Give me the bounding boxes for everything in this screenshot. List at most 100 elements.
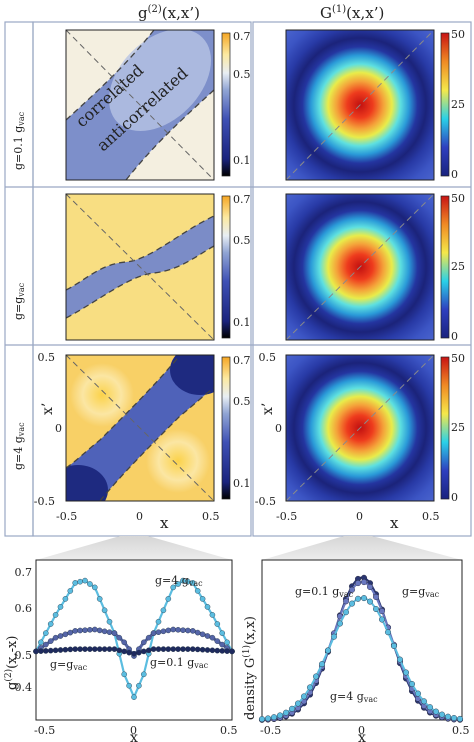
density-point — [343, 598, 350, 605]
density-point — [265, 715, 272, 722]
g1-cb3-tick-mid: 25 — [451, 421, 465, 434]
density-point — [361, 595, 368, 602]
g2-cut-point — [160, 607, 167, 614]
density-point — [361, 579, 368, 586]
g2-cut-point — [52, 612, 59, 618]
g2-cut-point — [82, 646, 88, 652]
g2-cb1-tick-top: 0.7 — [233, 30, 251, 43]
bl-ytick-3: 0.4 — [15, 681, 33, 694]
g2-cut-point — [52, 647, 59, 654]
g2-cut-point — [189, 628, 196, 634]
g2-cut-point — [96, 596, 103, 602]
density-series — [259, 574, 464, 723]
density-point — [295, 700, 302, 707]
g2-cut-point — [170, 646, 176, 652]
g2-cut-point — [175, 646, 181, 652]
g2-cut-point — [38, 639, 44, 646]
g2-cut-point — [43, 641, 49, 648]
g2-cut-point — [170, 626, 176, 633]
g2-cut-point — [43, 630, 49, 636]
g2-cut-point — [145, 647, 152, 654]
left-ytick-top: 0.5 — [38, 351, 56, 364]
g2-cb2-tick-mid: 0.5 — [233, 234, 251, 247]
right-funnel — [262, 536, 462, 560]
g2-cut-point — [87, 581, 93, 587]
g2-cut-point — [111, 646, 118, 652]
density-point — [355, 580, 362, 587]
left-ytick-bottom: -0.5 — [34, 495, 55, 508]
bl-xlabel: x — [130, 730, 138, 742]
bl-ytick-0: 0.7 — [15, 566, 33, 579]
g2-cut-point — [92, 584, 98, 591]
g2-cut-point — [160, 628, 167, 635]
g2-cut-point — [72, 580, 78, 586]
g2-heatmap-row2 — [65, 193, 215, 341]
right-xlabel: x — [390, 514, 399, 532]
left-funnel — [36, 536, 232, 560]
g2-cut-point — [96, 646, 103, 652]
bl-xtick-left: -0.5 — [34, 724, 55, 737]
g2-cut-point — [121, 648, 127, 655]
g2-cut-point — [101, 646, 108, 652]
g2-cut-point — [131, 694, 137, 700]
left-xlabel: x — [160, 514, 169, 532]
bl-ylabel: g(2)(x,-x) — [3, 636, 20, 690]
density-point — [313, 673, 320, 680]
g1-cb1-tick-bottom: 0 — [451, 168, 458, 181]
density-point — [403, 669, 410, 676]
g2-cut-point — [199, 631, 206, 638]
row-label-1: g=0.1 gvac — [12, 111, 26, 170]
g2-cut-point — [72, 646, 78, 652]
density-point — [367, 598, 374, 605]
g2-cut-point — [199, 646, 206, 653]
density-point — [433, 708, 440, 715]
g2-cut-point — [67, 629, 74, 636]
density-point — [451, 715, 458, 722]
right-xtick-mid: 0 — [356, 510, 363, 523]
left-column-title: g(2)(x,x’) — [138, 4, 200, 22]
g1-cb2-tick-top: 50 — [451, 192, 465, 205]
g1-heatmap-row3 — [285, 354, 435, 502]
g2-cut-point — [43, 648, 49, 654]
g2-cut-point — [121, 671, 127, 678]
left-xtick-mid: 0 — [136, 510, 143, 523]
bl-label-g1: g=gvac — [50, 658, 88, 672]
br-label-g01: g=0.1 gvac — [295, 585, 354, 599]
g2-cut-point — [219, 648, 225, 654]
br-xtick-left: -0.5 — [260, 724, 281, 737]
g2-cut-point — [150, 630, 157, 636]
row-label-2: g=gvac — [12, 282, 26, 320]
g2-cut-point — [101, 607, 108, 614]
g2-cut-point — [224, 639, 230, 646]
g2-cut-point — [82, 627, 88, 634]
g2-cut-point — [209, 634, 216, 641]
g1-cb1-tick-top: 50 — [451, 28, 465, 41]
br-xlabel: x — [358, 730, 366, 742]
g2-cut-point — [92, 646, 98, 652]
row-label-3: g=4 gvac — [12, 422, 26, 470]
g2-cb1-tick-bottom: 0.1 — [233, 154, 251, 167]
density-point — [319, 661, 326, 668]
g2-cut-point — [180, 646, 186, 652]
br-label-g4: g=4 gvac — [330, 690, 378, 704]
g2-cut-point — [170, 584, 176, 591]
g2-cut-point — [38, 648, 44, 654]
density-point — [445, 713, 452, 720]
g2-cut-point — [96, 627, 103, 634]
g2-cut-point — [57, 647, 64, 653]
g2-cut-point — [121, 639, 127, 646]
g2-cut-point — [126, 649, 132, 656]
g2-cut-point — [57, 604, 64, 610]
g2-cut-point — [155, 646, 162, 652]
g2-cut-point — [106, 618, 113, 625]
g1-cb1-tick-mid: 25 — [451, 98, 465, 111]
g2-cut-point — [194, 588, 201, 594]
bl-ytick-2: 0.5 — [15, 649, 33, 662]
density-point — [385, 629, 392, 636]
density-point — [307, 684, 314, 691]
g2-cut-point — [52, 634, 59, 641]
density-point — [277, 712, 284, 719]
g2-cut-point — [155, 629, 162, 636]
g1-cb2-tick-mid: 25 — [451, 260, 465, 273]
